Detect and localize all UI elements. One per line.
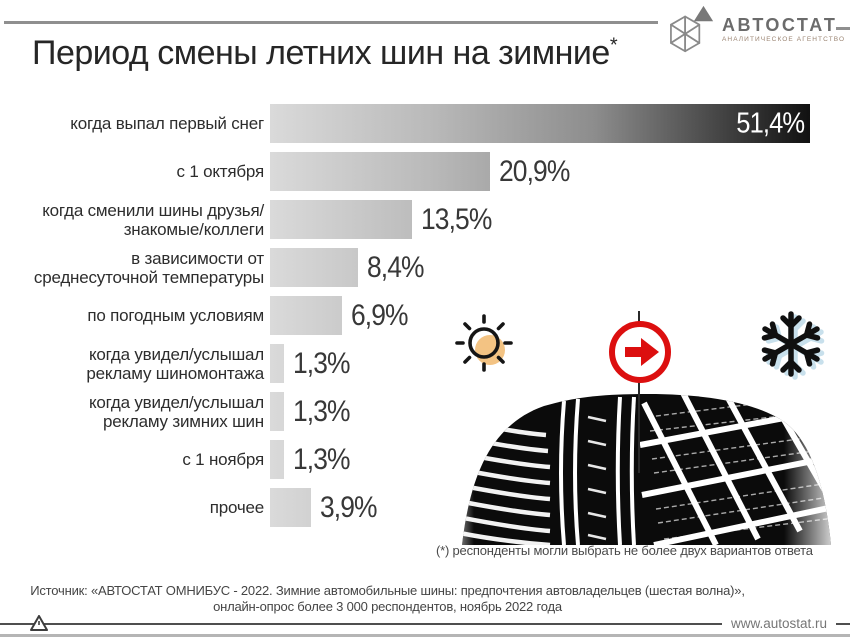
category-label-line: в зависимости от: [131, 248, 264, 268]
logo-name: АВТОСТАТ: [722, 15, 838, 35]
value-label: 1,3%: [293, 442, 351, 476]
tire-image: [448, 393, 843, 550]
source-line-2: онлайн-опрос более 3 000 респондентов, н…: [213, 598, 562, 614]
bar-area: 6,9%: [264, 296, 850, 335]
category-label: когда сменили шины друзья/знакомые/колле…: [0, 201, 264, 239]
triangle-mark-icon: [30, 615, 48, 634]
bar-area: 1,3%: [264, 392, 850, 431]
bar-row: когда выпал первый снег 51,4%: [0, 104, 850, 143]
bar: [270, 392, 284, 431]
bar-area: 3,9%: [264, 488, 850, 527]
category-label: когда выпал первый снег: [0, 114, 264, 133]
header-rule: [4, 21, 658, 24]
bar-row: когда увидел/услышал рекламу зимних шин 1…: [0, 392, 850, 431]
category-label: когда увидел/услышал рекламу зимних шин: [0, 393, 264, 431]
header-rule-right: [836, 27, 850, 30]
arrow-right-icon: [606, 318, 674, 391]
bar-area: 13,5%: [264, 200, 850, 239]
category-label-line: прочее: [209, 498, 265, 517]
category-label-line: когда сменили шины друзья/: [42, 200, 264, 220]
value-label: 13,5%: [421, 202, 492, 236]
value-label: 1,3%: [293, 394, 351, 428]
bar-area: 8,4%: [264, 248, 850, 287]
logo-subtitle: АНАЛИТИЧЕСКОЕ АГЕНТСТВО: [722, 36, 846, 43]
category-label: в зависимости от среднесуточной температу…: [0, 249, 264, 287]
category-label-line: когда увидел/услышал: [88, 392, 264, 412]
bar: [270, 248, 358, 287]
category-label: по погодным условиям: [0, 306, 264, 325]
sun-icon: [452, 310, 520, 383]
bar-row: когда сменили шины друзья/знакомые/колле…: [0, 200, 850, 239]
autostat-logo: АВТОСТАТ АНАЛИТИЧЕСКОЕ АГЕНТСТВО: [660, 2, 845, 63]
category-label-line: среднесуточной температуры: [33, 267, 264, 287]
chart-footnote: (*) респонденты могли выбрать не более д…: [436, 543, 813, 558]
value-label: 1,3%: [293, 346, 351, 380]
autostat-hexagon-icon: [660, 2, 718, 63]
website-link[interactable]: www.autostat.ru: [721, 616, 836, 631]
category-label-line: рекламу шиномонтажа: [86, 363, 264, 383]
bar: [270, 152, 490, 191]
bar-row: по погодным условиям 6,9%: [0, 296, 850, 335]
bar-area: 20,9%: [264, 152, 850, 191]
category-label-line: с 1 ноября: [182, 450, 264, 469]
page-title: Период смены летних шин на зимние*: [32, 34, 618, 73]
category-label: с 1 октября: [0, 162, 265, 181]
category-label-line: знакомые/коллеги: [123, 219, 265, 239]
value-label: 6,9%: [351, 298, 409, 332]
bar-row: когда увидел/услышал рекламу шиномонтажа …: [0, 344, 850, 383]
bar-area: 1,3%: [264, 440, 850, 479]
category-label-line: рекламу зимних шин: [102, 411, 264, 431]
source-line-1: Источник: «АВТОСТАТ ОМНИБУС - 2022. Зимн…: [30, 583, 745, 598]
category-label-line: когда увидел/услышал: [88, 344, 264, 364]
bar: [270, 200, 412, 239]
value-label: 51,4%: [736, 107, 805, 139]
value-label: 3,9%: [320, 490, 378, 524]
category-label: когда увидел/услышал рекламу шиномонтажа: [0, 345, 264, 383]
title-footnote-marker: *: [609, 34, 618, 57]
logo-text: АВТОСТАТ АНАЛИТИЧЕСКОЕ АГЕНТСТВО: [722, 16, 845, 43]
value-label: 20,9%: [499, 154, 570, 188]
bar: [270, 488, 311, 527]
page-title-text: Период смены летних шин на зимние: [32, 34, 610, 72]
category-label: с 1 ноября: [0, 450, 264, 469]
bar-area: 1,3%: [264, 344, 850, 383]
category-label: прочее: [0, 498, 265, 517]
value-label: 8,4%: [367, 250, 425, 284]
bar-row: прочее 3,9%: [0, 488, 850, 527]
bar: [270, 296, 342, 335]
footer-rule: [0, 623, 850, 625]
bar: [270, 440, 284, 479]
bar-row: в зависимости от среднесуточной температу…: [0, 248, 850, 287]
bar-row: с 1 октября 20,9%: [0, 152, 850, 191]
bar-area: 51,4%: [264, 104, 850, 143]
bar-chart: когда выпал первый снег 51,4% с 1 октябр…: [0, 104, 850, 536]
snowflake-icon: [755, 308, 827, 385]
category-label-line: по погодным условиям: [87, 306, 264, 325]
source-text: Источник: «АВТОСТАТ ОМНИБУС - 2022. Зимн…: [30, 583, 745, 614]
category-label-line: когда выпал первый снег: [70, 114, 264, 133]
bar: 51,4%: [270, 104, 810, 143]
bar: [270, 344, 284, 383]
category-label-line: с 1 октября: [176, 162, 265, 181]
season-divider-line: [638, 311, 640, 473]
bar-row: с 1 ноября 1,3%: [0, 440, 850, 479]
